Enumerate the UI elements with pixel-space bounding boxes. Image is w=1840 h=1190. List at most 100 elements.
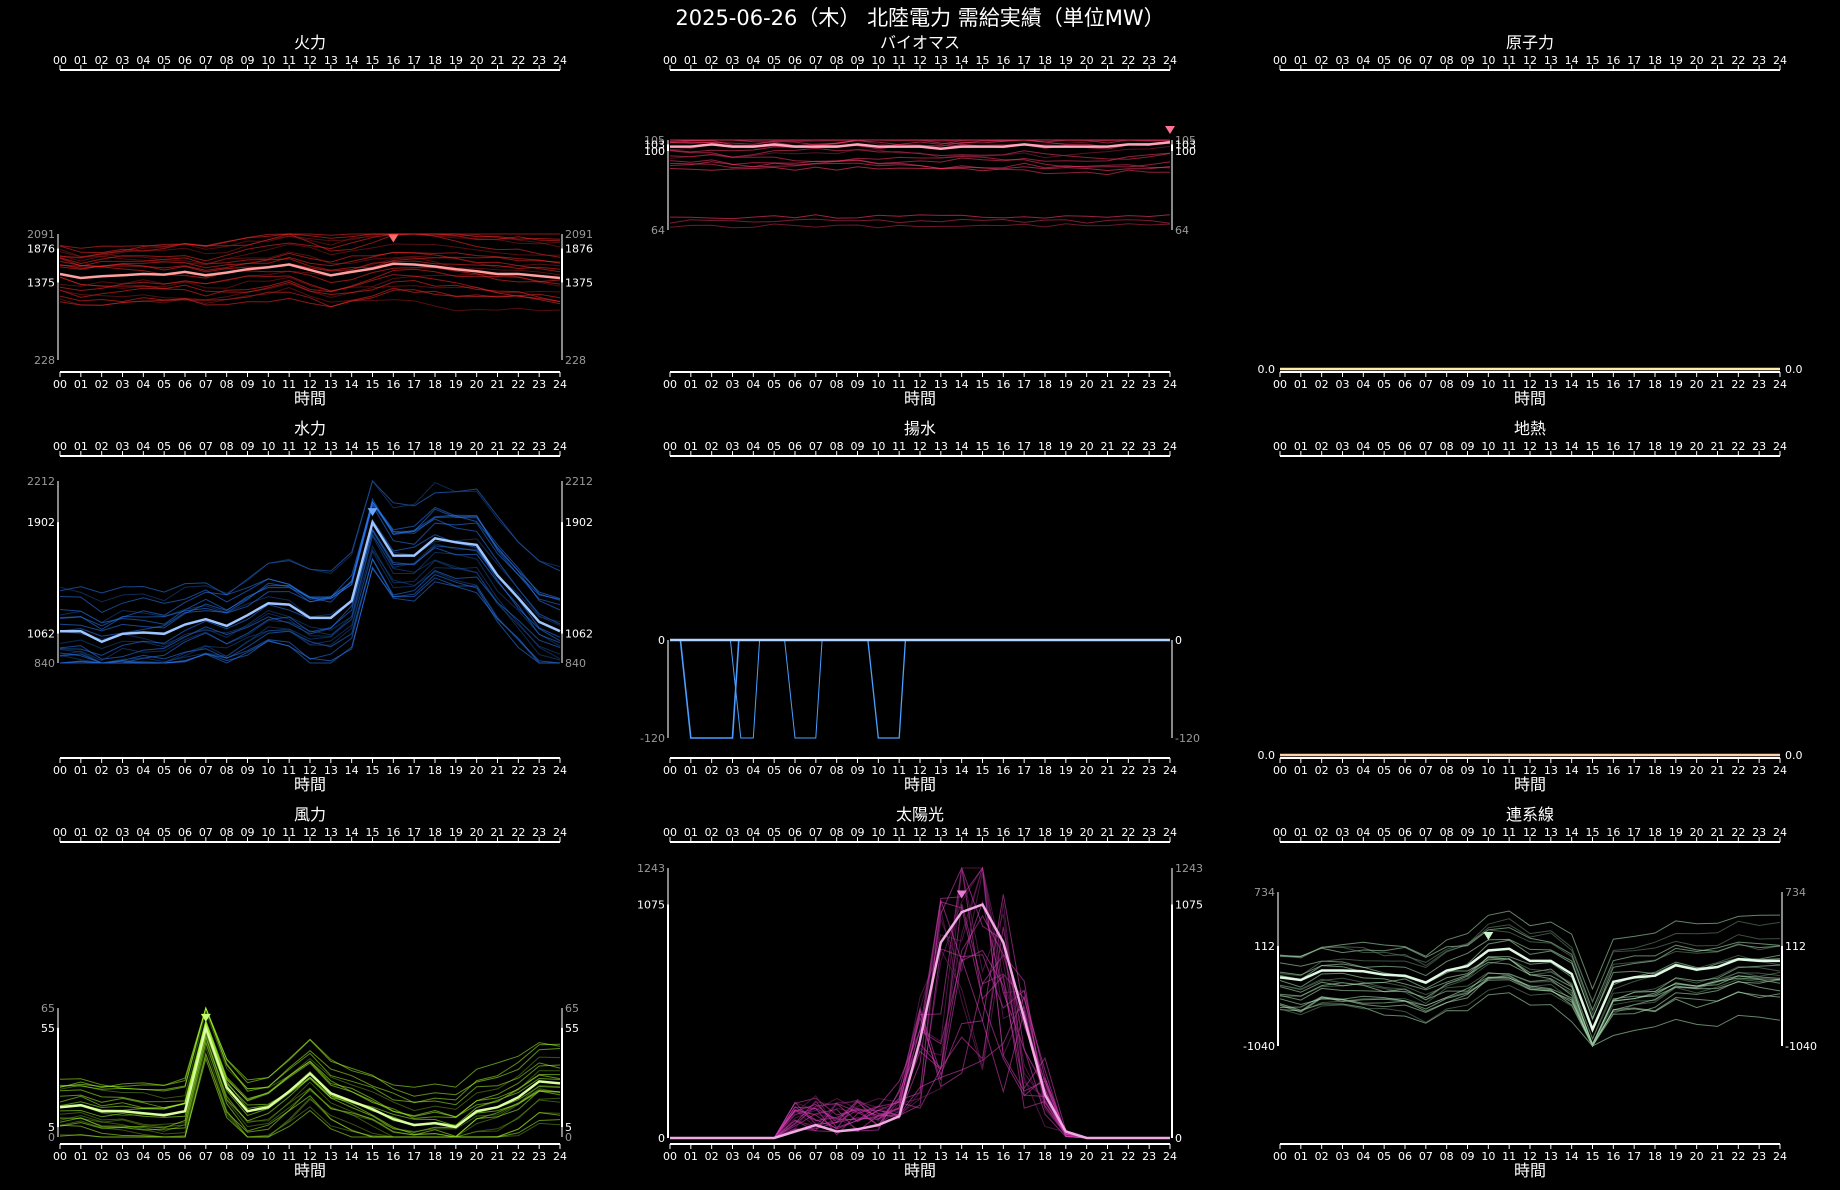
bottom-hour-axis-label: 05 bbox=[157, 378, 171, 391]
chart-panel: 原子力 00 01 02 03 04 05 06 07 08 09 10 11 12 13 14 15 16 17 1… bbox=[1258, 33, 1803, 408]
top-hour-axis-label: 14 bbox=[1565, 826, 1579, 839]
axis-tick-label: 1243 bbox=[637, 862, 665, 875]
peak-marker bbox=[1165, 126, 1175, 134]
bottom-hour-axis-label: 03 bbox=[726, 1150, 740, 1163]
top-hour-axis-label: 00 bbox=[53, 54, 67, 67]
bottom-hour-axis-label: 16 bbox=[996, 764, 1010, 777]
top-hour-axis-label: 15 bbox=[976, 54, 990, 67]
chart-title: 火力 bbox=[294, 33, 326, 52]
axis-tick-label: 0 bbox=[1175, 634, 1182, 647]
bottom-hour-axis-label: 04 bbox=[136, 378, 150, 391]
bottom-hour-axis-label: 16 bbox=[1606, 1150, 1620, 1163]
top-hour-axis-label: 18 bbox=[1648, 440, 1662, 453]
bottom-hour-axis-label: 24 bbox=[553, 378, 567, 391]
history-line bbox=[59, 1019, 561, 1118]
history-line bbox=[669, 147, 1171, 160]
series-line bbox=[670, 902, 1170, 1140]
top-hour-axis-label: 10 bbox=[871, 54, 885, 67]
chart-title: 太陽光 bbox=[896, 805, 944, 824]
bottom-hour-axis-label: 16 bbox=[996, 1150, 1010, 1163]
bottom-hour-axis-label: 06 bbox=[788, 764, 802, 777]
bottom-hour-axis-label: 08 bbox=[830, 764, 844, 777]
history-line bbox=[679, 639, 740, 739]
bottom-hour-axis-label: 13 bbox=[1544, 1150, 1558, 1163]
axis-tick-label: 0 bbox=[48, 1131, 55, 1144]
bottom-hour-axis-label: 15 bbox=[976, 1150, 990, 1163]
history-line bbox=[59, 1040, 561, 1133]
bottom-hour-axis-label: 16 bbox=[1606, 764, 1620, 777]
top-hour-axis-label: 19 bbox=[1059, 440, 1073, 453]
bottom-hour-axis-label: 15 bbox=[976, 764, 990, 777]
axis-tick-label: 105 bbox=[644, 134, 665, 147]
top-hour-axis-label: 04 bbox=[136, 440, 150, 453]
bottom-hour-axis-label: 14 bbox=[955, 378, 969, 391]
chart-title: 水力 bbox=[294, 419, 326, 438]
top-hour-axis-label: 12 bbox=[1523, 54, 1537, 67]
bottom-hour-axis-label: 07 bbox=[1419, 1150, 1433, 1163]
bottom-hour-axis-label: 02 bbox=[705, 1150, 719, 1163]
bottom-hour-axis-label: 11 bbox=[1502, 1150, 1516, 1163]
top-hour-axis-label: 04 bbox=[136, 54, 150, 67]
top-hour-axis-label: 20 bbox=[470, 54, 484, 67]
bottom-hour-axis-label: 08 bbox=[830, 1150, 844, 1163]
top-hour-axis-label: 10 bbox=[871, 440, 885, 453]
history-line bbox=[1279, 929, 1781, 1016]
top-hour-axis-label: 06 bbox=[788, 826, 802, 839]
history-line bbox=[1279, 938, 1781, 1021]
top-hour-axis-label: 20 bbox=[1690, 440, 1704, 453]
top-hour-axis-label: 07 bbox=[199, 440, 213, 453]
history-lines bbox=[59, 233, 561, 312]
history-line bbox=[867, 639, 907, 739]
top-hour-axis-label: 00 bbox=[663, 440, 677, 453]
top-hour-axis-label: 13 bbox=[934, 826, 948, 839]
top-hour-axis-label: 05 bbox=[1377, 54, 1391, 67]
top-hour-axis-label: 24 bbox=[1773, 440, 1787, 453]
bottom-hour-axis-label: 08 bbox=[220, 1150, 234, 1163]
top-hour-axis-label: 11 bbox=[1502, 54, 1516, 67]
top-hour-axis-label: 20 bbox=[1690, 826, 1704, 839]
history-lines bbox=[669, 139, 1171, 229]
bottom-hour-axis-label: 23 bbox=[1752, 764, 1766, 777]
top-hour-axis-label: 05 bbox=[157, 440, 171, 453]
top-hour-axis-label: 23 bbox=[532, 440, 546, 453]
top-hour-axis-label: 06 bbox=[1398, 54, 1412, 67]
bottom-hour-axis-label: 11 bbox=[282, 1150, 296, 1163]
peak-marker bbox=[367, 508, 378, 517]
history-line bbox=[59, 528, 561, 664]
top-hour-axis-label: 14 bbox=[955, 826, 969, 839]
x-axis-label: 時間 bbox=[1514, 1161, 1546, 1180]
bottom-hour-axis-label: 03 bbox=[726, 378, 740, 391]
bottom-hour-axis-label: 03 bbox=[116, 764, 130, 777]
bottom-hour-axis-label: 14 bbox=[955, 764, 969, 777]
axis-tick-label: 0 bbox=[658, 634, 665, 647]
top-hour-axis-label: 07 bbox=[809, 440, 823, 453]
top-hour-axis-label: 09 bbox=[1461, 826, 1475, 839]
history-line bbox=[59, 550, 561, 664]
axis-tick-label: 0 bbox=[1175, 1132, 1182, 1145]
axis-tick-label: 0 bbox=[565, 1131, 572, 1144]
bottom-hour-axis-label: 17 bbox=[1017, 1150, 1031, 1163]
bottom-hour-axis-label: 00 bbox=[53, 1150, 67, 1163]
top-hour-axis-label: 19 bbox=[1059, 826, 1073, 839]
top-hour-axis-label: 00 bbox=[1273, 440, 1287, 453]
history-line bbox=[59, 233, 560, 249]
bottom-hour-axis-label: 10 bbox=[1481, 764, 1495, 777]
bottom-hour-axis-label: 01 bbox=[1294, 764, 1308, 777]
history-line bbox=[59, 533, 561, 650]
axis-tick-label: 64 bbox=[1175, 224, 1189, 237]
bottom-hour-axis-label: 21 bbox=[491, 378, 505, 391]
bottom-hour-axis-label: 01 bbox=[74, 764, 88, 777]
bottom-hour-axis-label: 17 bbox=[407, 1150, 421, 1163]
axis-tick-label: 1062 bbox=[27, 628, 55, 641]
axis-tick-label: 1062 bbox=[565, 628, 593, 641]
bottom-hour-axis-label: 12 bbox=[303, 378, 317, 391]
axis-tick-label: 100 bbox=[1175, 145, 1196, 158]
top-hour-axis-label: 22 bbox=[1731, 826, 1745, 839]
bottom-hour-axis-label: 23 bbox=[532, 1150, 546, 1163]
bottom-hour-axis-label: 16 bbox=[386, 378, 400, 391]
top-hour-axis-label: 12 bbox=[1523, 440, 1537, 453]
top-hour-axis-label: 10 bbox=[1481, 440, 1495, 453]
top-hour-axis-label: 07 bbox=[199, 54, 213, 67]
bottom-hour-axis-label: 10 bbox=[1481, 378, 1495, 391]
bottom-hour-axis-label: 08 bbox=[1440, 378, 1454, 391]
